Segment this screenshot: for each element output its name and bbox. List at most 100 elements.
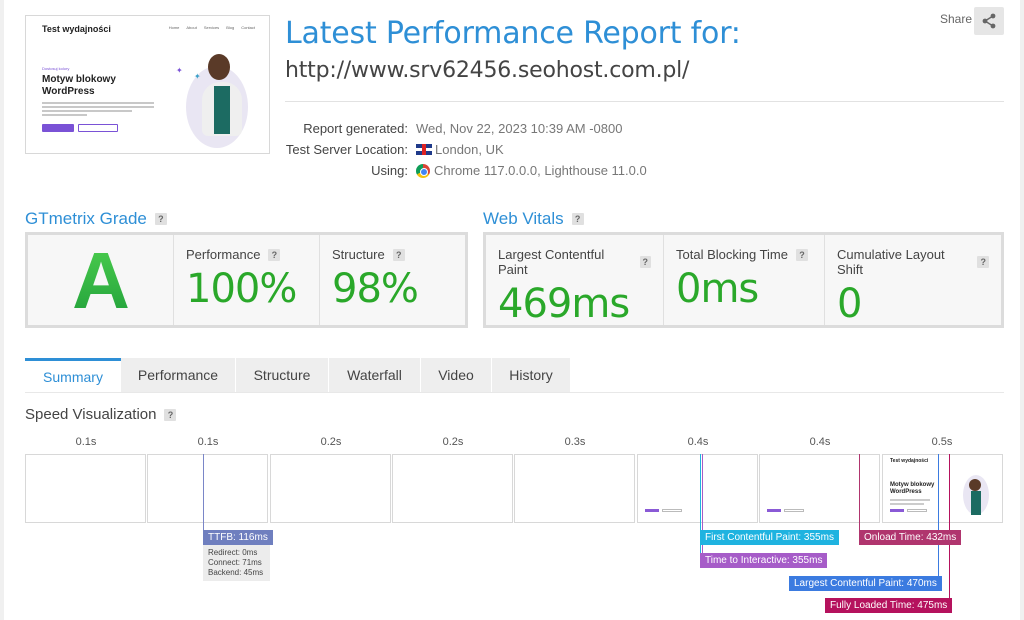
help-icon[interactable]: ? bbox=[164, 408, 177, 421]
vital-value: 0 bbox=[837, 281, 862, 327]
site-screenshot-thumbnail[interactable]: Test wydajności Home About Services Blog… bbox=[25, 15, 270, 154]
chrome-icon bbox=[416, 163, 430, 178]
thumbnail-nav: Home About Services Blog Contact bbox=[169, 25, 255, 30]
meta-value: Chrome 117.0.0.0, Lighthouse 11.0.0 bbox=[434, 163, 647, 178]
tab-structure[interactable]: Structure bbox=[235, 358, 328, 392]
performance-cell: Performance ? 100% bbox=[174, 235, 320, 325]
meta-value-wrap: Chrome 117.0.0.0, Lighthouse 11.0.0 bbox=[416, 163, 647, 178]
help-icon[interactable]: ? bbox=[392, 248, 405, 261]
filmstrip-frame[interactable] bbox=[514, 454, 635, 523]
uk-flag-icon bbox=[416, 144, 432, 155]
sparkle-icon: ✦ bbox=[176, 66, 183, 75]
vital-value: 0ms bbox=[676, 266, 759, 312]
help-icon[interactable]: ? bbox=[154, 213, 167, 225]
tti-label[interactable]: Time to Interactive: 355ms bbox=[700, 553, 828, 568]
frame-content-bar bbox=[907, 509, 927, 512]
ttfb-marker-line bbox=[203, 454, 204, 530]
help-icon[interactable]: ? bbox=[796, 248, 808, 261]
structure-cell: Structure ? 98% bbox=[320, 235, 465, 325]
speed-section-title: Speed Visualization ? bbox=[25, 406, 177, 423]
filmstrip-frame[interactable] bbox=[637, 454, 758, 523]
vital-label: Largest Contentful Paint bbox=[498, 247, 605, 277]
frame-site-title: Test wydajności bbox=[890, 458, 929, 464]
report-url[interactable]: http://www.srv62456.seohost.com.pl/ bbox=[285, 58, 690, 83]
page-title: Latest Performance Report for: bbox=[285, 16, 741, 51]
timeline-tick: 0.2s bbox=[320, 436, 342, 448]
tab-summary[interactable]: Summary bbox=[25, 358, 121, 392]
ttfb-detail: Redirect: 0ms bbox=[208, 548, 258, 557]
performance-value: 100% bbox=[186, 266, 297, 312]
filmstrip-frame[interactable] bbox=[147, 454, 268, 523]
meta-row-using: Using: Chrome 117.0.0.0, Lighthouse 11.0… bbox=[285, 160, 647, 181]
filmstrip-frame[interactable] bbox=[759, 454, 880, 523]
fully-loaded-marker-line bbox=[949, 454, 950, 599]
lcp-label[interactable]: Largest Contentful Paint: 470ms bbox=[789, 576, 942, 591]
frame-content-bar bbox=[645, 509, 659, 512]
header-divider bbox=[285, 101, 1004, 102]
thumbnail-primary-button bbox=[42, 124, 74, 132]
performance-label: Performance bbox=[186, 247, 261, 262]
meta-value: Wed, Nov 22, 2023 10:39 AM -0800 bbox=[416, 121, 623, 136]
frame-content-bar bbox=[784, 509, 804, 512]
thumbnail-nav-item: About bbox=[186, 25, 197, 30]
meta-label: Test Server Location: bbox=[285, 142, 408, 157]
grade-letter-text: A bbox=[72, 245, 130, 315]
onload-label[interactable]: Onload Time: 432ms bbox=[859, 530, 962, 545]
vital-cls-cell: Cumulative Layout Shift ? 0 bbox=[825, 235, 1001, 327]
help-icon[interactable]: ? bbox=[977, 256, 989, 268]
share-button[interactable] bbox=[974, 7, 1004, 35]
help-icon[interactable]: ? bbox=[639, 256, 651, 268]
tab-history[interactable]: History bbox=[491, 358, 570, 392]
timeline-tick: 0.2s bbox=[442, 436, 464, 448]
help-icon[interactable]: ? bbox=[571, 213, 584, 225]
fcp-marker-line bbox=[700, 454, 701, 553]
frame-text-line bbox=[890, 499, 930, 501]
thumbnail-person-shirt bbox=[214, 86, 230, 134]
thumbnail-person-head bbox=[208, 54, 230, 80]
report-meta: Report generated: Wed, Nov 22, 2023 10:3… bbox=[285, 118, 647, 181]
fcp-label[interactable]: First Contentful Paint: 355ms bbox=[700, 530, 839, 545]
thumbnail-nav-item: Services bbox=[203, 25, 220, 30]
tab-waterfall[interactable]: Waterfall bbox=[328, 358, 420, 392]
frame-person-head bbox=[969, 479, 981, 491]
vital-lcp-cell: Largest Contentful Paint ? 469ms bbox=[486, 235, 664, 327]
timeline-tick: 0.3s bbox=[564, 436, 586, 448]
thumbnail-nav-item: Blog bbox=[226, 25, 235, 30]
ttfb-label[interactable]: TTFB: 116ms bbox=[203, 530, 273, 545]
thumbnail-nav-item: Contact bbox=[241, 25, 255, 30]
grade-letter: A bbox=[72, 245, 130, 315]
filmstrip-frame[interactable] bbox=[392, 454, 513, 523]
help-icon[interactable]: ? bbox=[268, 248, 281, 261]
vital-label-wrap: Cumulative Layout Shift ? bbox=[837, 247, 989, 277]
filmstrip-frame[interactable] bbox=[270, 454, 391, 523]
structure-label: Structure bbox=[332, 247, 385, 262]
tab-video[interactable]: Video bbox=[420, 358, 491, 392]
timeline-tick: 0.5s bbox=[931, 436, 953, 448]
vital-tbt-cell: Total Blocking Time ? 0ms bbox=[664, 235, 825, 325]
thumbnail-nav-item: Home bbox=[168, 25, 180, 30]
structure-label-wrap: Structure ? bbox=[332, 247, 453, 262]
grade-letter-cell: A bbox=[28, 235, 174, 325]
vitals-section-title: Web Vitals ? bbox=[483, 209, 584, 229]
frame-content-bar bbox=[662, 509, 682, 512]
performance-label-wrap: Performance ? bbox=[186, 247, 307, 262]
thumbnail-small-label: Dostosuj kolory bbox=[42, 66, 70, 71]
fully-loaded-label[interactable]: Fully Loaded Time: 475ms bbox=[825, 598, 953, 613]
timeline-tick: 0.4s bbox=[687, 436, 709, 448]
thumbnail-headline: Motyw blokowy WordPress bbox=[42, 74, 116, 97]
vital-value: 469ms bbox=[498, 281, 630, 327]
filmstrip: Test wydajności Motyw blokowy WordPress bbox=[25, 454, 1004, 523]
vital-label: Cumulative Layout Shift bbox=[837, 247, 945, 277]
vital-label-wrap: Largest Contentful Paint ? bbox=[498, 247, 651, 277]
share-icon bbox=[982, 13, 996, 29]
filmstrip-frame[interactable] bbox=[25, 454, 146, 523]
speed-title: Speed Visualization bbox=[25, 406, 157, 423]
grade-section-title: GTmetrix Grade ? bbox=[25, 209, 167, 229]
frame-text-line bbox=[890, 503, 924, 505]
tab-performance[interactable]: Performance bbox=[121, 358, 235, 392]
thumbnail-body-text bbox=[42, 102, 154, 118]
filmstrip-frame-final[interactable]: Test wydajności Motyw blokowy WordPress bbox=[882, 454, 1003, 523]
timeline-tick: 0.4s bbox=[809, 436, 831, 448]
vital-label-wrap: Total Blocking Time ? bbox=[676, 247, 812, 262]
